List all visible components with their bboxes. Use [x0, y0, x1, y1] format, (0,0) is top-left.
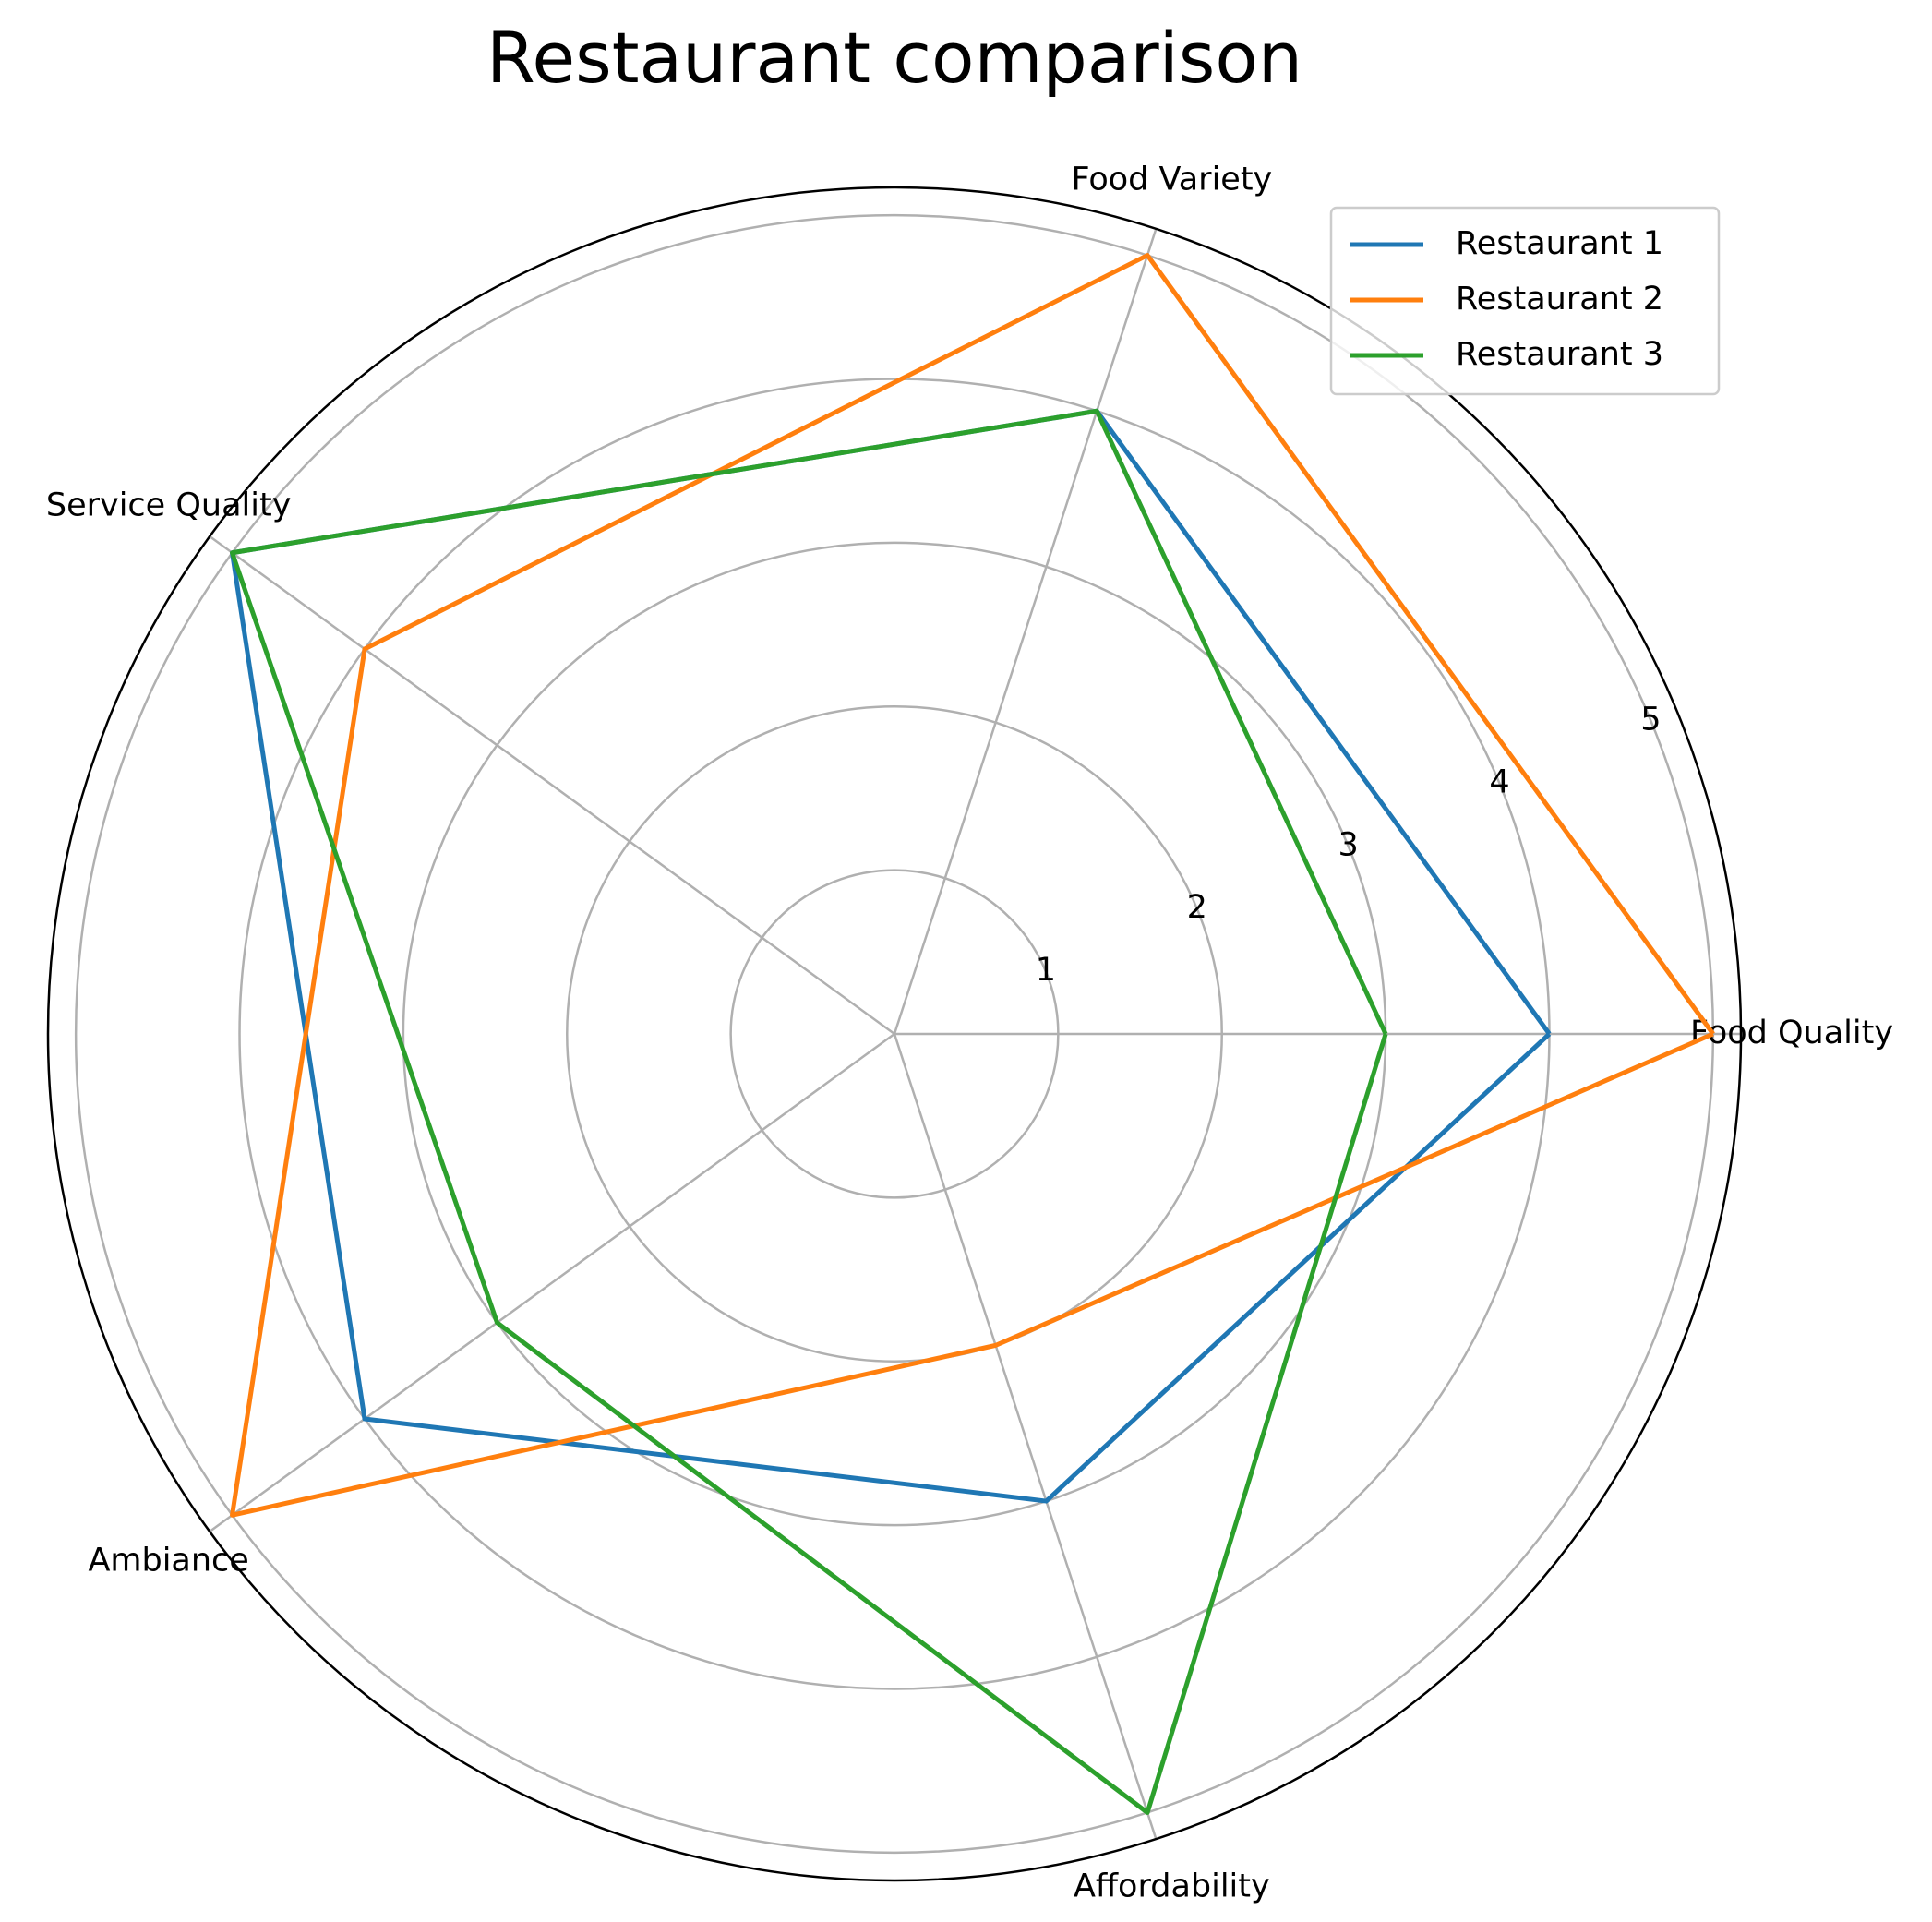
series-line — [230, 408, 1388, 1815]
category-label: Food Quality — [1690, 1015, 1893, 1051]
chart-title: Restaurant comparison — [486, 17, 1302, 99]
category-label: Service Quality — [46, 487, 292, 524]
legend-label: Restaurant 2 — [1456, 281, 1663, 318]
outer-frame — [46, 186, 1743, 1882]
spoke — [893, 1033, 1158, 1840]
r-tick-label: 2 — [1187, 889, 1207, 926]
spoke — [209, 535, 895, 1036]
spoke — [209, 1032, 895, 1533]
r-tick-label: 4 — [1489, 763, 1509, 800]
r-tick-label: 5 — [1640, 702, 1661, 739]
spoke — [893, 228, 1158, 1035]
r-tick-label: 3 — [1338, 826, 1358, 863]
category-label: Affordability — [1074, 1868, 1270, 1904]
legend-label: Restaurant 3 — [1456, 336, 1663, 373]
legend-box — [1329, 206, 1721, 396]
category-label: Food Variety — [1071, 162, 1272, 198]
series-line — [230, 253, 1715, 1518]
r-tick-label: 1 — [1036, 952, 1056, 989]
legend-label: Restaurant 1 — [1456, 225, 1663, 262]
series-line — [230, 408, 1552, 1504]
category-label: Ambiance — [88, 1542, 248, 1579]
